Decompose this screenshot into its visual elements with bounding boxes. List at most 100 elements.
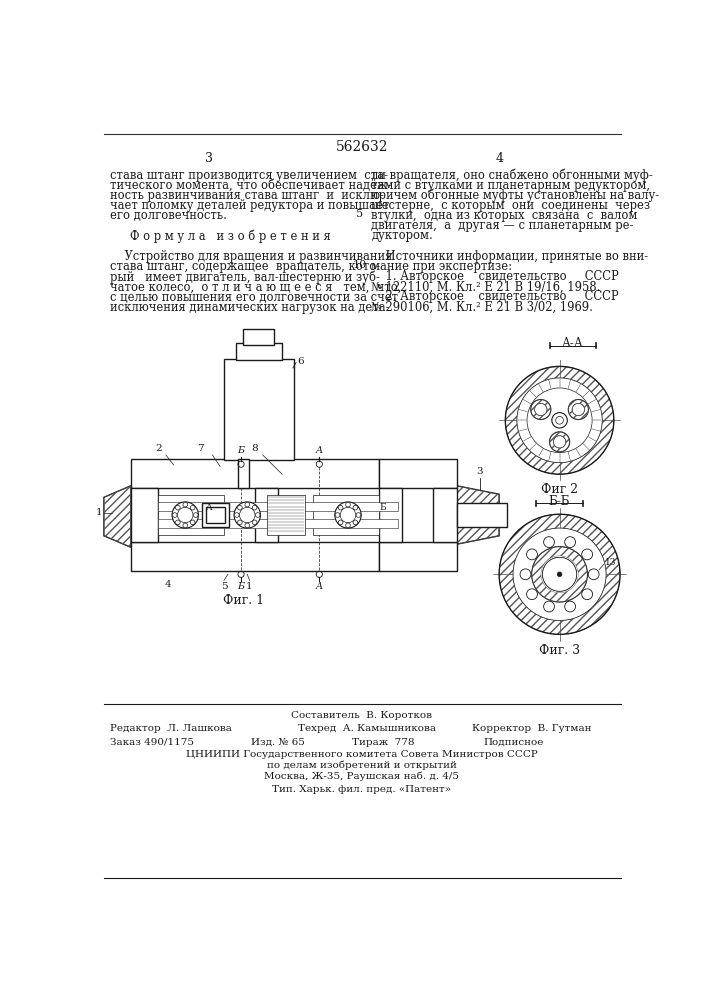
Polygon shape — [457, 486, 499, 544]
Bar — [158, 502, 398, 511]
Circle shape — [252, 505, 257, 510]
Circle shape — [542, 557, 577, 591]
Text: става штанг, содержащее  вращатель, кото-: става штанг, содержащее вращатель, кото- — [110, 260, 380, 273]
Text: двигателя,  а  другая — с планетарным ре-: двигателя, а другая — с планетарным ре- — [371, 219, 633, 232]
Bar — [238, 459, 249, 488]
Circle shape — [565, 537, 575, 547]
Text: 6: 6 — [298, 357, 304, 366]
Circle shape — [534, 403, 547, 416]
Bar — [235, 343, 282, 360]
Text: става штанг производится увеличением  ста-: става штанг производится увеличением ста… — [110, 169, 388, 182]
Circle shape — [582, 589, 592, 600]
Circle shape — [565, 601, 575, 612]
Text: шестерне,  с которым  они  соединены  через: шестерне, с которым они соединены через — [371, 199, 650, 212]
Bar — [433, 488, 457, 542]
Text: его долговечность.: его долговечность. — [110, 209, 227, 222]
Text: Устройство для вращения и развинчивания: Устройство для вращения и развинчивания — [110, 250, 392, 263]
Bar — [379, 542, 457, 571]
Bar — [224, 359, 293, 460]
Circle shape — [552, 413, 567, 428]
Circle shape — [338, 520, 343, 525]
Bar — [313, 495, 379, 535]
Text: 2: 2 — [155, 444, 161, 453]
Text: исключения динамических нагрузок на дета-: исключения динамических нагрузок на дета… — [110, 301, 390, 314]
Circle shape — [542, 557, 577, 591]
Text: Составитель  В. Коротков: Составитель В. Коротков — [291, 711, 433, 720]
Circle shape — [335, 513, 340, 517]
Text: ли вращателя, оно снабжено обгонными муф-: ли вращателя, оно снабжено обгонными муф… — [371, 169, 653, 182]
Text: 4: 4 — [495, 152, 503, 165]
Text: 5: 5 — [221, 582, 228, 591]
Bar — [131, 542, 379, 571]
Circle shape — [190, 520, 195, 525]
Bar — [255, 488, 279, 542]
Text: Фиг 2: Фиг 2 — [541, 483, 578, 496]
Text: A: A — [205, 503, 212, 512]
Circle shape — [356, 513, 361, 517]
Text: Фиг. 1: Фиг. 1 — [223, 594, 264, 607]
Circle shape — [572, 403, 585, 416]
Text: 5: 5 — [356, 209, 363, 219]
Circle shape — [532, 547, 588, 602]
Circle shape — [520, 569, 531, 580]
Circle shape — [173, 513, 177, 517]
Text: 13: 13 — [604, 558, 616, 567]
Polygon shape — [104, 486, 131, 547]
Text: A: A — [316, 582, 323, 591]
Bar — [224, 359, 293, 460]
Text: дуктором.: дуктором. — [371, 229, 433, 242]
Circle shape — [527, 549, 537, 560]
Text: причем обгонные муфты установлены на валу-: причем обгонные муфты установлены на вал… — [371, 189, 660, 202]
Text: № 290106, М. Кл.² Е 21 В 3/02, 1969.: № 290106, М. Кл.² Е 21 В 3/02, 1969. — [371, 301, 593, 314]
Text: тического момента, что обеспечивает надёж-: тического момента, что обеспечивает надё… — [110, 179, 392, 192]
Circle shape — [255, 513, 260, 517]
Text: Корректор  В. Гутман: Корректор В. Гутман — [472, 724, 592, 733]
Circle shape — [513, 528, 606, 620]
Circle shape — [172, 502, 199, 528]
Circle shape — [557, 572, 562, 577]
Circle shape — [568, 400, 588, 420]
Text: Б-Б: Б-Б — [549, 495, 571, 508]
Bar — [379, 459, 457, 488]
Text: 1: 1 — [246, 582, 253, 591]
Text: Заказ 490/1175: Заказ 490/1175 — [110, 738, 194, 747]
Bar — [457, 503, 507, 527]
Bar — [131, 488, 158, 542]
Circle shape — [177, 507, 193, 523]
Bar — [131, 542, 379, 571]
Text: 7: 7 — [197, 444, 204, 453]
Circle shape — [346, 523, 351, 528]
Text: чает поломку деталей редуктора и повышает: чает поломку деталей редуктора и повышае… — [110, 199, 390, 212]
Circle shape — [238, 505, 243, 510]
Text: 562632: 562632 — [336, 140, 388, 154]
Text: Изд. № 65: Изд. № 65 — [251, 738, 305, 747]
Circle shape — [183, 502, 187, 507]
Bar — [243, 329, 274, 345]
Bar — [379, 488, 402, 542]
Circle shape — [190, 505, 195, 510]
Text: 3: 3 — [204, 152, 213, 165]
Bar — [131, 488, 158, 542]
Circle shape — [517, 378, 602, 463]
Bar — [158, 495, 224, 535]
Circle shape — [556, 416, 563, 424]
Text: Ф о р м у л а   и з о б р е т е н и я: Ф о р м у л а и з о б р е т е н и я — [130, 229, 331, 243]
Text: Фиг. 3: Фиг. 3 — [539, 644, 580, 657]
Text: Тип. Харьк. фил. пред. «Патент»: Тип. Харьк. фил. пред. «Патент» — [272, 785, 452, 794]
Circle shape — [549, 432, 570, 452]
Circle shape — [194, 513, 198, 517]
Text: ность развинчивания става штанг  и  исклю-: ность развинчивания става штанг и исклю- — [110, 189, 384, 202]
Text: 2. Авторское    свидетельство     СССР: 2. Авторское свидетельство СССР — [371, 290, 619, 303]
Text: 3: 3 — [477, 467, 483, 476]
Bar — [201, 503, 230, 527]
Circle shape — [582, 549, 592, 560]
Bar — [131, 459, 379, 488]
Circle shape — [544, 537, 554, 547]
Circle shape — [335, 502, 361, 528]
Text: Редактор  Л. Лашкова: Редактор Л. Лашкова — [110, 724, 232, 733]
Text: Б: Б — [238, 446, 245, 455]
Text: 1: 1 — [95, 508, 103, 517]
Text: Б: Б — [380, 503, 386, 512]
Text: мание при экспертизе:: мание при экспертизе: — [371, 260, 513, 273]
Circle shape — [346, 502, 351, 507]
